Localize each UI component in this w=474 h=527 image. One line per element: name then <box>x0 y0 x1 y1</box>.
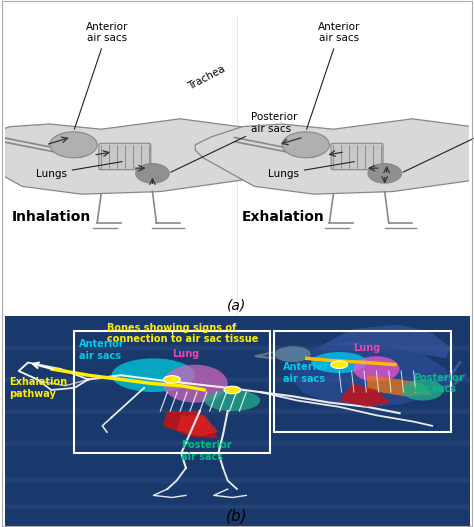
Polygon shape <box>339 384 390 407</box>
Text: Anterior
air sacs: Anterior air sacs <box>74 22 128 129</box>
Text: Exhalation
pathway: Exhalation pathway <box>9 377 67 398</box>
Polygon shape <box>288 341 451 407</box>
Text: Lungs: Lungs <box>36 162 122 179</box>
Text: Posterior
air sacs: Posterior air sacs <box>403 112 474 172</box>
Ellipse shape <box>368 164 401 183</box>
Text: Posterior
air sacs: Posterior air sacs <box>413 373 464 394</box>
Text: Lung: Lung <box>172 349 199 359</box>
Polygon shape <box>367 375 432 396</box>
Polygon shape <box>177 415 219 436</box>
Polygon shape <box>320 325 451 358</box>
Text: Trachea: Trachea <box>186 64 227 92</box>
Polygon shape <box>0 119 287 194</box>
FancyBboxPatch shape <box>99 143 151 170</box>
Ellipse shape <box>311 352 367 373</box>
Bar <box>74 331 270 453</box>
Circle shape <box>274 346 311 363</box>
Polygon shape <box>163 411 219 438</box>
Ellipse shape <box>136 164 169 183</box>
Polygon shape <box>195 119 474 194</box>
Text: Anterior
air sacs: Anterior air sacs <box>283 363 329 384</box>
Text: (a): (a) <box>228 298 246 313</box>
FancyBboxPatch shape <box>331 143 383 170</box>
Ellipse shape <box>50 132 97 158</box>
Bar <box>274 331 451 432</box>
Ellipse shape <box>163 365 228 403</box>
Circle shape <box>224 386 241 394</box>
Ellipse shape <box>353 356 400 382</box>
Text: Inhalation: Inhalation <box>11 210 91 223</box>
Text: Anterior
air sacs: Anterior air sacs <box>79 339 125 360</box>
Text: (b): (b) <box>226 509 248 524</box>
Ellipse shape <box>282 132 329 158</box>
Circle shape <box>164 376 180 383</box>
Circle shape <box>331 361 347 368</box>
Text: Anterior
air sacs: Anterior air sacs <box>307 22 360 129</box>
Text: Exhalation: Exhalation <box>242 210 325 223</box>
Text: Lung: Lung <box>353 343 380 353</box>
Text: Posterior
air sacs: Posterior air sacs <box>181 441 232 462</box>
Text: Lungs: Lungs <box>268 162 355 179</box>
Ellipse shape <box>204 390 260 411</box>
Ellipse shape <box>111 358 195 392</box>
Text: Posterior
air sacs: Posterior air sacs <box>171 112 297 172</box>
Text: Bones showing signs of
connection to air sac tissue: Bones showing signs of connection to air… <box>107 323 258 344</box>
Ellipse shape <box>402 379 444 401</box>
